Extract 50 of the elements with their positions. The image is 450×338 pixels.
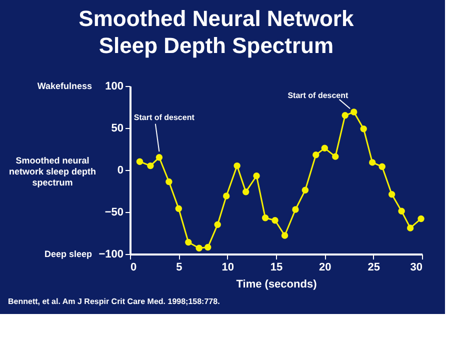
point [378, 163, 386, 170]
point [292, 206, 299, 213]
point [360, 125, 367, 132]
point [223, 192, 230, 200]
point [332, 153, 339, 160]
point [175, 205, 182, 212]
point [350, 108, 358, 116]
x-tick-label: 25 [368, 262, 380, 274]
point [398, 208, 405, 215]
point [342, 112, 348, 119]
point [156, 154, 163, 161]
point [321, 144, 328, 152]
point [204, 244, 212, 251]
y-tick-label: 0 [117, 164, 124, 176]
y-tick-label: 50 [111, 122, 124, 134]
y-tick-label: −100 [98, 248, 124, 260]
x-tick-label: 30 [410, 262, 422, 274]
point [302, 186, 309, 194]
x-tick-label: 0 [130, 262, 137, 274]
text: Deep sleep [44, 249, 92, 259]
point [312, 152, 320, 158]
point [406, 224, 414, 232]
point [272, 217, 278, 224]
x-tick-label: 10 [222, 262, 234, 274]
text: Bennett, et al. Am J Respir Crit Care Med. 1998;158:778. [8, 297, 220, 306]
y-tick-label: 100 [105, 80, 124, 92]
point [147, 162, 154, 170]
annotation: Start of descent [134, 112, 195, 122]
text: Wakefulness [37, 81, 92, 91]
point [185, 238, 192, 246]
x-tick-label: 15 [270, 262, 283, 274]
point [242, 188, 250, 196]
point [281, 232, 288, 239]
x-axis-title: Time (seconds) [236, 278, 318, 290]
x-tick-label: 5 [176, 262, 182, 274]
point [262, 214, 269, 222]
point [369, 159, 376, 166]
y-axis-title: Smoothed neural network sleep depth spectrum [8, 156, 96, 188]
x-tick-label: 20 [319, 262, 332, 274]
point [418, 215, 424, 222]
point [196, 244, 202, 252]
point [136, 158, 144, 165]
annotation: Start of descent [288, 91, 349, 100]
point [253, 172, 260, 180]
y-tick-label: −50 [104, 206, 124, 218]
point [166, 178, 172, 186]
chart-title: Smoothed Neural Network Sleep Depth Spectrum [78, 6, 354, 58]
point [214, 221, 221, 228]
point [388, 191, 396, 198]
point [234, 162, 240, 170]
